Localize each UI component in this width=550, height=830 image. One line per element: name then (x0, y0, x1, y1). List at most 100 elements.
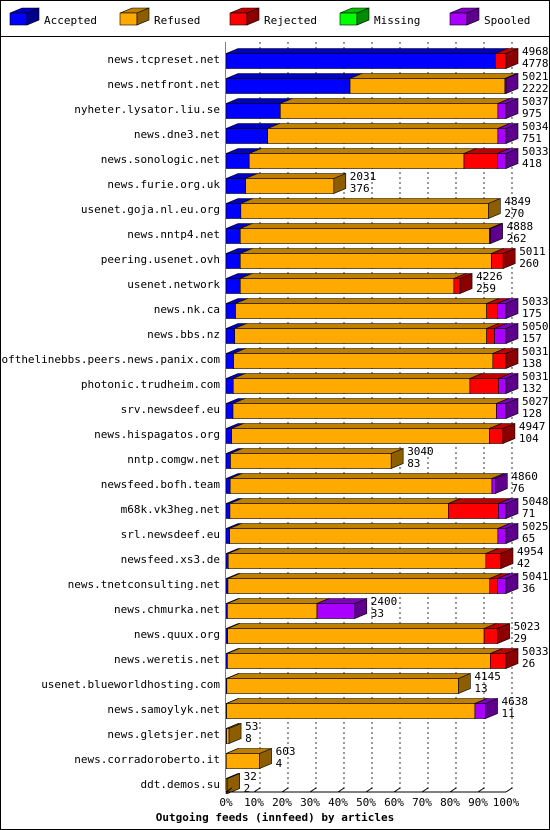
bar-segment-refused-top (233, 348, 505, 354)
bar-segment-accepted-front (225, 228, 241, 244)
bar-segment-refused-front (239, 253, 492, 269)
legend-label-rejected: Rejected (264, 14, 317, 27)
bar-segment-refused-top (234, 323, 499, 329)
bar-segment-accepted (225, 48, 508, 69)
x-tick-label: 80% (440, 796, 460, 809)
accepted-count: 104 (519, 432, 539, 445)
bar-segment-accepted-front (225, 478, 231, 494)
bar-segment-spooled (504, 73, 519, 94)
bar-row (225, 648, 519, 669)
offered-count: 5034 (522, 120, 549, 133)
bar-row (225, 148, 519, 169)
row-label: news.corradoroberto.it (74, 753, 220, 766)
bar-segment-refused-top (228, 548, 498, 554)
offered-count: 5048 (522, 495, 549, 508)
bar-segment-refused-side (333, 173, 347, 194)
row-label: newsfeed.bofh.team (101, 478, 221, 491)
accepted-count: 128 (522, 407, 542, 420)
bar-segment-refused (227, 648, 503, 669)
bar-segment-refused-front (227, 628, 485, 644)
bar-segment-accepted-front (225, 503, 231, 519)
row-label: endofthelinebbs.peers.news.panix.com (0, 353, 220, 366)
bar-segment-refused-front (225, 753, 260, 769)
bar-segment-refused-front (245, 178, 335, 194)
accepted-count: 8 (245, 732, 252, 745)
bar-segment-spooled-front (497, 153, 507, 169)
offered-count: 5037 (522, 95, 549, 108)
bar-segment-accepted-front (225, 453, 231, 469)
bar-segment-rejected-side (497, 623, 510, 644)
x-tick (281, 787, 289, 793)
offered-count: 5031 (522, 370, 549, 383)
legend-item-spooled: Spooled (449, 7, 530, 27)
bar-row (225, 323, 519, 344)
offered-count: 5031 (522, 345, 549, 358)
bar-segment-rejected-front (490, 653, 507, 669)
accepted-count: 157 (522, 332, 542, 345)
bar-segment-spooled (489, 223, 503, 244)
x-tick (449, 787, 457, 793)
bar-row (225, 423, 516, 444)
bar-segment-accepted-front (225, 278, 241, 294)
row-label: ddt.demos.su (141, 778, 220, 791)
bar-row (225, 123, 519, 144)
accepted-count: 132 (522, 382, 542, 395)
accepted-count: 76 (511, 482, 524, 495)
bar-segment-spooled (497, 298, 519, 319)
offered-count: 4145 (474, 670, 501, 683)
x-tick-label: 20% (272, 796, 292, 809)
bar-segment-refused (232, 373, 483, 394)
legend-item-accepted: Accepted (9, 7, 97, 27)
bar-row (225, 598, 368, 619)
offered-count: 4860 (511, 470, 538, 483)
offered-count: 4947 (519, 420, 546, 433)
bar-segment-refused-front (235, 303, 487, 319)
accepted-count: 26 (522, 657, 535, 670)
bar-segment-refused (227, 598, 330, 619)
row-label: news.samoylyk.net (107, 703, 220, 716)
legend-swatch-refused-side (136, 7, 150, 26)
accepted-count: 138 (522, 357, 542, 370)
bar-segment-spooled-side (505, 73, 519, 94)
legend-swatch-spooled-side (466, 7, 480, 26)
bar-segment-refused-front (239, 278, 455, 294)
bar-segment-accepted (225, 73, 363, 94)
bar-segment-refused (235, 298, 499, 319)
accepted-count: 42 (517, 557, 530, 570)
bar-segment-refused-front (229, 503, 449, 519)
bar-segment-rejected (453, 273, 473, 294)
x-tick-label: 50% (356, 796, 376, 809)
bar-segment-rejected (483, 623, 510, 644)
accepted-count: 751 (522, 132, 542, 145)
bar-segment-rejected-front (492, 353, 507, 369)
bar-segment-rejected-side (502, 248, 516, 269)
offered-count: 53 (245, 720, 258, 733)
offered-count: 4954 (517, 545, 544, 558)
bar-segment-rejected (490, 648, 519, 669)
bar-row (225, 698, 498, 719)
bar-segment-spooled-front (474, 703, 486, 719)
bar-segment-refused-front (229, 478, 493, 494)
bar-segment-accepted-front (225, 403, 234, 419)
legend-swatch-accepted-front (9, 12, 28, 26)
x-axis: 0% 10% 20% 30% 40% 50% 60% 70% 80% 90% 100% (219, 787, 520, 809)
bar-segment-refused-top (229, 498, 461, 504)
accepted-count: 2 (244, 782, 251, 795)
bar-segment-accepted-front (225, 103, 281, 119)
bar-segment-rejected-front (469, 378, 500, 394)
bar-segment-spooled-front (497, 103, 507, 119)
legend-swatch-spooled (449, 7, 480, 26)
bar-segment-refused (239, 223, 502, 244)
bar-segment-refused (240, 198, 501, 219)
bar-row (225, 73, 519, 94)
bar-row (225, 348, 519, 369)
offered-count: 5021 (522, 70, 549, 83)
bar-segment-refused-front (226, 728, 230, 744)
bar-segment-refused-front (226, 678, 459, 694)
legend-label-spooled: Spooled (484, 14, 530, 27)
bar-row (225, 448, 404, 469)
bar-segment-spooled (474, 698, 498, 719)
bar-segment-accepted-front (225, 128, 269, 144)
x-tick-label: 40% (328, 796, 348, 809)
accepted-count: 33 (371, 607, 384, 620)
